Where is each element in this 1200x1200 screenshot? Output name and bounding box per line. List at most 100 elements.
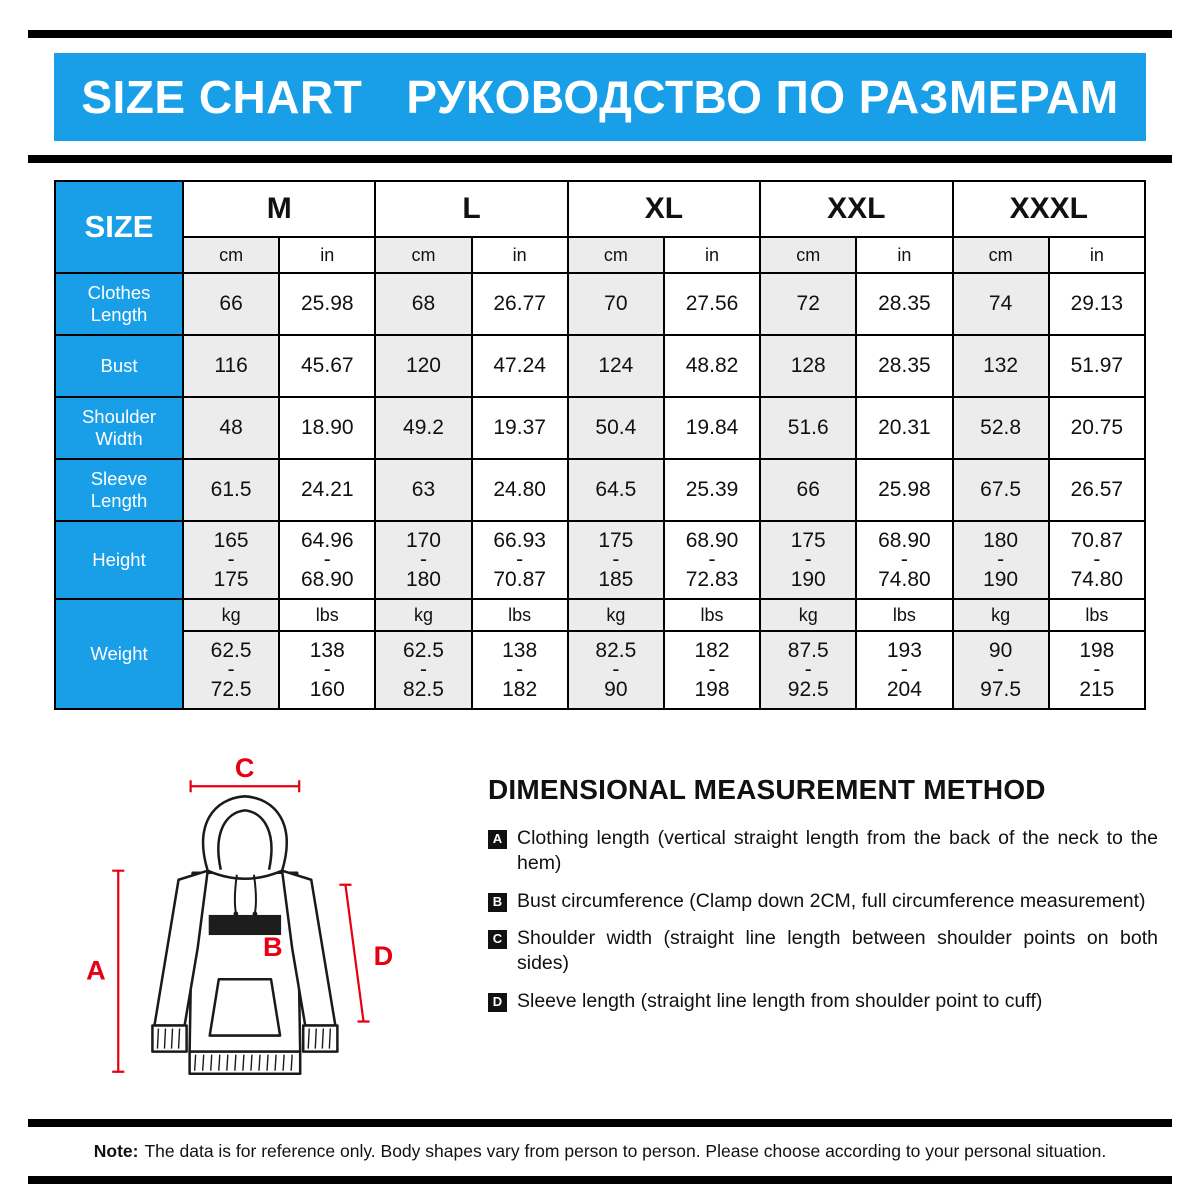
row-label: Sleeve Length: [54, 458, 184, 522]
cell-value: 26.77: [470, 272, 569, 336]
cell-value: 20.31: [855, 396, 954, 460]
unit-label: in: [855, 236, 954, 274]
table-row: Shoulder Width 48 18.90 49.2 19.37 50.4 19.84 5…: [54, 396, 1147, 460]
measurement-item: D Sleeve length (straight line length fr…: [488, 989, 1158, 1014]
cell-value: 48.82: [662, 334, 762, 398]
unit-label: in: [470, 236, 569, 274]
size-table-body: SIZE M L XL XXL XXXL cm in cm in cm in cm in cm in Cloth…: [54, 180, 1147, 710]
size-column-header: L: [374, 180, 569, 238]
cell-value: 25.98: [855, 458, 954, 522]
row-label: Weight: [54, 598, 184, 710]
cell-value: 182 - 198: [662, 630, 762, 710]
unit-label: lbs: [278, 598, 377, 632]
measure-text-b: Bust circumference (Clamp down 2CM, full…: [517, 889, 1146, 912]
cell-value: 25.39: [662, 458, 762, 522]
cell-value: 90 - 97.5: [951, 630, 1050, 710]
title-english: SIZE CHART: [81, 71, 363, 123]
cell-value: 66: [181, 272, 281, 336]
title-russian: РУКОВОДСТВО ПО РАЗМЕРАМ: [406, 71, 1119, 123]
hoodie-pocket: [208, 978, 282, 1037]
unit-label: kg: [759, 598, 858, 632]
cell-value: 62.5 - 72.5: [181, 630, 281, 710]
drawstring-tip: [252, 911, 258, 917]
cell-value: 28.35: [855, 272, 954, 336]
cell-value: 70: [566, 272, 665, 336]
unit-label: in: [1047, 236, 1147, 274]
table-row: Clothes Length 66 25.98 68 26.77 70 27.56 72 28.…: [54, 272, 1147, 336]
size-column-header: XXXL: [951, 180, 1146, 238]
unit-label: in: [662, 236, 762, 274]
measure-text-a: Clothing length (vertical straight lengt…: [517, 827, 1158, 875]
measure-line-a: [112, 869, 125, 1073]
title-banner: SIZE CHART РУКОВОДСТВО ПО РАЗМЕРАМ: [54, 53, 1146, 141]
unit-label: cm: [566, 236, 665, 274]
measurement-section: C A B D DIMENSIONAL MEASUREMENT METHOD A…: [28, 752, 1172, 1109]
unit-label: in: [278, 236, 377, 274]
unit-label: lbs: [470, 598, 569, 632]
cell-value: 68.90 - 72.83: [662, 520, 762, 600]
cell-value: 74: [951, 272, 1050, 336]
row-label: Clothes Length: [54, 272, 184, 336]
header-bottom-divider-bar: [28, 155, 1172, 163]
cell-value: 66: [759, 458, 858, 522]
cell-value: 47.24: [470, 334, 569, 398]
measure-label-c: C: [235, 752, 255, 783]
table-row: Sleeve Length 61.5 24.21 63 24.80 64.5 25.39 66…: [54, 458, 1147, 522]
hoodie-hood: [202, 795, 288, 880]
unit-label: kg: [951, 598, 1050, 632]
top-divider-bar: [28, 30, 1172, 38]
measure-key-badge-c: C: [488, 930, 507, 950]
cell-value: 116: [181, 334, 281, 398]
cell-value: 61.5: [181, 458, 281, 522]
hoodie-hood-opening: [217, 809, 273, 870]
cell-value: 45.67: [278, 334, 377, 398]
drawstring-tip: [233, 911, 239, 917]
note-label: Note:: [93, 1141, 139, 1161]
cell-value: 138 - 182: [470, 630, 569, 710]
table-row: Weight kg lbs kg lbs kg lbs kg lbs kg lbs: [54, 598, 1147, 710]
unit-label: kg: [181, 598, 281, 632]
chest-print-block: [208, 914, 282, 936]
unit-label: kg: [374, 598, 473, 632]
measurement-method: DIMENSIONAL MEASUREMENT METHOD A Clothin…: [488, 752, 1158, 1026]
cell-value: 165 - 175: [181, 520, 281, 600]
cell-value: 51.6: [759, 396, 858, 460]
cell-value: 193 - 204: [855, 630, 954, 710]
cell-value: 70.87 - 74.80: [1047, 520, 1147, 600]
unit-header-row: cm in cm in cm in cm in cm in: [55, 236, 1147, 274]
cell-value: 28.35: [855, 334, 954, 398]
unit-label: lbs: [1047, 598, 1147, 632]
cell-value: 24.21: [278, 458, 377, 522]
row-label: Height: [54, 520, 184, 600]
unit-label: cm: [374, 236, 473, 274]
cell-value: 26.57: [1047, 458, 1147, 522]
measure-label-b: B: [263, 931, 283, 962]
cell-value: 19.37: [470, 396, 569, 460]
row-label: Bust: [54, 334, 184, 398]
cell-value: 66.93 - 70.87: [470, 520, 569, 600]
cell-value: 27.56: [662, 272, 762, 336]
table-row: 62.5 - 72.5 138 - 160 62.5 - 82.5 138 - 182…: [55, 630, 1147, 710]
cell-value: 20.75: [1047, 396, 1147, 460]
cell-value: 132: [951, 334, 1050, 398]
measure-label-d: D: [374, 940, 394, 971]
cell-value: 198 - 215: [1047, 630, 1147, 710]
cell-value: 68: [374, 272, 473, 336]
cell-value: 64.5: [566, 458, 665, 522]
size-column-header: XL: [566, 180, 762, 238]
size-column-header: XXL: [759, 180, 954, 238]
cell-value: 62.5 - 82.5: [374, 630, 473, 710]
size-header-row: SIZE M L XL XXL XXXL: [54, 180, 1146, 274]
cell-value: 64.96 - 68.90: [278, 520, 377, 600]
measure-text-c: Shoulder width (straight line length bet…: [517, 927, 1158, 975]
measure-key-badge-a: A: [488, 830, 507, 849]
cell-value: 52.8: [951, 396, 1050, 460]
cell-value: 24.80: [470, 458, 569, 522]
cell-value: 124: [566, 334, 665, 398]
measure-key-badge-d: D: [488, 992, 507, 1012]
measurement-item: B Bust circumference (Clamp down 2CM, fu…: [488, 889, 1158, 914]
footer-top-divider-bar: [28, 1119, 1172, 1127]
cell-value: 72: [759, 272, 858, 336]
ribbing-hatches: [156, 1028, 332, 1071]
